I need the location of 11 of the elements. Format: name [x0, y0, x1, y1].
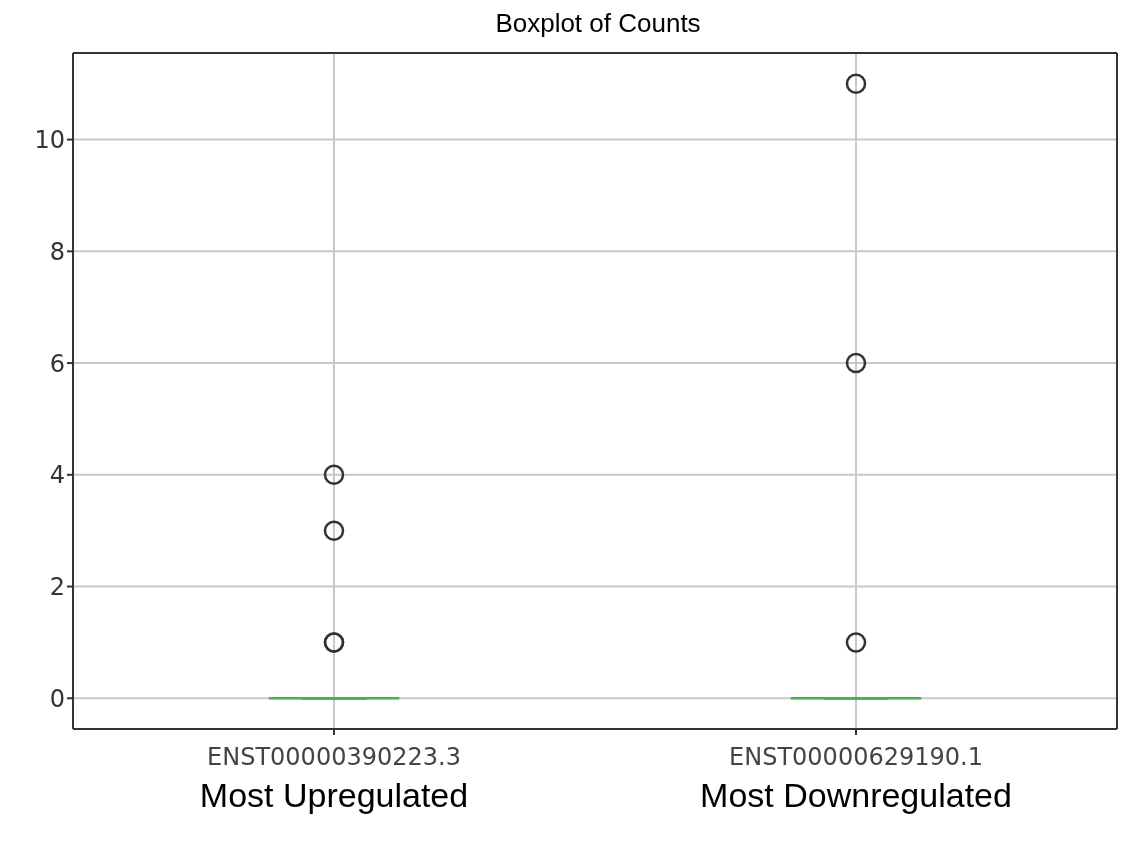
y-tick-label: 10 [34, 126, 65, 155]
text: Most Upregulated [199, 776, 469, 814]
x-tick-label: ENST00000390223.3 [207, 743, 461, 771]
y-tick-label: 0 [49, 684, 65, 713]
x-tick-label: ENST00000629190.1 [729, 743, 983, 771]
text: Most Downregulated [700, 776, 1012, 814]
y-tick-label: 6 [49, 349, 65, 378]
y-tick-label: 8 [49, 237, 65, 266]
chart-title: Boxplot of Counts [494, 8, 702, 40]
y-tick-label: 2 [49, 573, 65, 602]
y-tick-label: 4 [49, 461, 65, 490]
